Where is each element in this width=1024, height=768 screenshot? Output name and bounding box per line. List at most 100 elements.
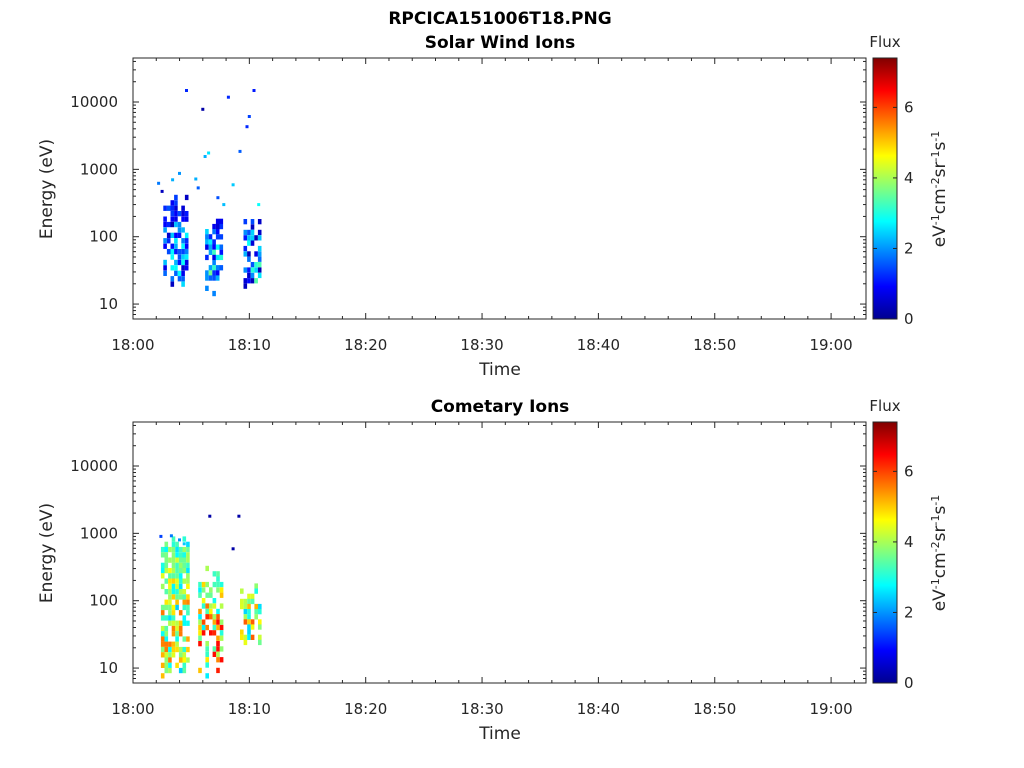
heatmap-cell bbox=[170, 276, 175, 282]
heatmap-cell bbox=[186, 583, 190, 590]
y-tick-label: 10000 bbox=[70, 457, 118, 475]
heatmap-cell bbox=[171, 546, 176, 553]
heatmap-cell bbox=[164, 568, 169, 574]
heatmap-cell bbox=[257, 267, 262, 273]
heatmap-cell bbox=[171, 615, 176, 621]
heatmap-cell bbox=[198, 635, 202, 641]
heatmap-cell bbox=[243, 245, 248, 252]
heatmap-cell bbox=[243, 219, 248, 225]
heatmap-cell bbox=[208, 244, 213, 250]
heatmap-cell bbox=[201, 619, 206, 625]
heatmap-cell bbox=[258, 603, 262, 610]
heatmap-cell bbox=[177, 211, 182, 217]
heatmap-cell bbox=[160, 546, 165, 553]
heatmap-cell bbox=[168, 573, 172, 579]
heatmap-point bbox=[178, 171, 181, 175]
heatmap-cell bbox=[175, 604, 179, 611]
heatmap-cell bbox=[178, 594, 183, 600]
heatmap-cell bbox=[219, 624, 224, 631]
heatmap-cell bbox=[208, 275, 213, 281]
heatmap-point bbox=[226, 95, 230, 99]
heatmap-cell bbox=[243, 267, 248, 273]
heatmap-point bbox=[194, 177, 198, 181]
heatmap-cell bbox=[168, 652, 172, 658]
heatmap-cell bbox=[184, 216, 189, 222]
heatmap-cell bbox=[247, 609, 251, 615]
heatmap-cell bbox=[250, 240, 255, 246]
heatmap-cell bbox=[212, 624, 217, 631]
heatmap-cell bbox=[243, 251, 248, 257]
x-axis-label: Time bbox=[478, 724, 521, 744]
y-tick-label: 1000 bbox=[80, 524, 118, 542]
heatmap-cell bbox=[160, 636, 165, 642]
heatmap-cell bbox=[168, 578, 172, 584]
heatmap-cell bbox=[247, 278, 251, 284]
heatmap-cell bbox=[174, 200, 178, 206]
heatmap-cell bbox=[240, 629, 244, 635]
heatmap-cell bbox=[171, 652, 176, 658]
heatmap-cell bbox=[171, 625, 176, 632]
heatmap-cell bbox=[164, 599, 169, 605]
heatmap-cell bbox=[177, 221, 182, 228]
heatmap-cell bbox=[212, 270, 216, 276]
heatmap-point bbox=[216, 196, 220, 200]
heatmap-cell bbox=[240, 603, 244, 610]
heatmap-cell bbox=[164, 662, 169, 668]
heatmap-cell bbox=[186, 604, 190, 611]
heatmap-cell bbox=[247, 251, 251, 257]
heatmap-cell bbox=[164, 604, 169, 611]
heatmap-cell bbox=[212, 254, 216, 261]
heatmap-cell bbox=[219, 218, 224, 224]
heatmap-cell bbox=[212, 646, 217, 652]
heatmap-cell bbox=[205, 229, 209, 235]
heatmap-cell bbox=[171, 541, 176, 547]
heatmap-cell bbox=[212, 581, 217, 588]
heatmap-cell bbox=[163, 205, 167, 211]
heatmap-cell bbox=[182, 562, 187, 568]
heatmap-cell bbox=[174, 211, 178, 217]
colorbar-title: Flux bbox=[869, 397, 900, 415]
heatmap-cell bbox=[182, 604, 187, 611]
heatmap-cell bbox=[181, 205, 185, 211]
heatmap-cell bbox=[205, 254, 209, 261]
heatmap-cell bbox=[178, 568, 183, 574]
heatmap-point bbox=[159, 534, 163, 538]
heatmap-cell bbox=[174, 194, 178, 201]
heatmap-cell bbox=[198, 614, 202, 620]
heatmap-cell bbox=[186, 578, 190, 584]
heatmap-cell bbox=[175, 541, 179, 547]
heatmap-cell bbox=[215, 229, 220, 235]
heatmap-cell bbox=[181, 265, 185, 271]
heatmap-cell bbox=[201, 587, 206, 593]
heatmap-cell bbox=[212, 260, 216, 266]
x-tick-label: 19:00 bbox=[809, 700, 852, 718]
heatmap-cell bbox=[178, 652, 183, 658]
heatmap-cell bbox=[170, 216, 175, 222]
heatmap-cell bbox=[205, 270, 209, 276]
heatmap-cell bbox=[171, 604, 176, 611]
heatmap-cell bbox=[243, 235, 248, 241]
heatmap-cell bbox=[171, 594, 176, 600]
heatmap-cell bbox=[171, 620, 176, 626]
heatmap-cell bbox=[170, 249, 175, 255]
heatmap-cell bbox=[205, 641, 209, 647]
x-tick-label: 18:30 bbox=[460, 700, 503, 718]
heatmap-cell bbox=[163, 221, 167, 228]
heatmap-cell bbox=[250, 219, 255, 225]
heatmap-cell bbox=[205, 662, 209, 668]
heatmap-cell bbox=[160, 610, 165, 616]
heatmap-cell bbox=[243, 619, 248, 625]
heatmap-cell bbox=[250, 634, 255, 640]
heatmap-point bbox=[245, 125, 249, 129]
y-tick-label: 10 bbox=[99, 295, 118, 313]
heatmap-cell bbox=[257, 229, 262, 236]
heatmap-cell bbox=[186, 573, 190, 579]
heatmap-cell bbox=[170, 211, 175, 217]
heatmap-cell bbox=[175, 625, 179, 632]
x-tick-label: 18:10 bbox=[228, 700, 271, 718]
heatmap-cell bbox=[164, 615, 169, 621]
heatmap-cell bbox=[160, 552, 165, 558]
heatmap-cell bbox=[171, 589, 176, 595]
heatmap-cell bbox=[186, 657, 190, 663]
